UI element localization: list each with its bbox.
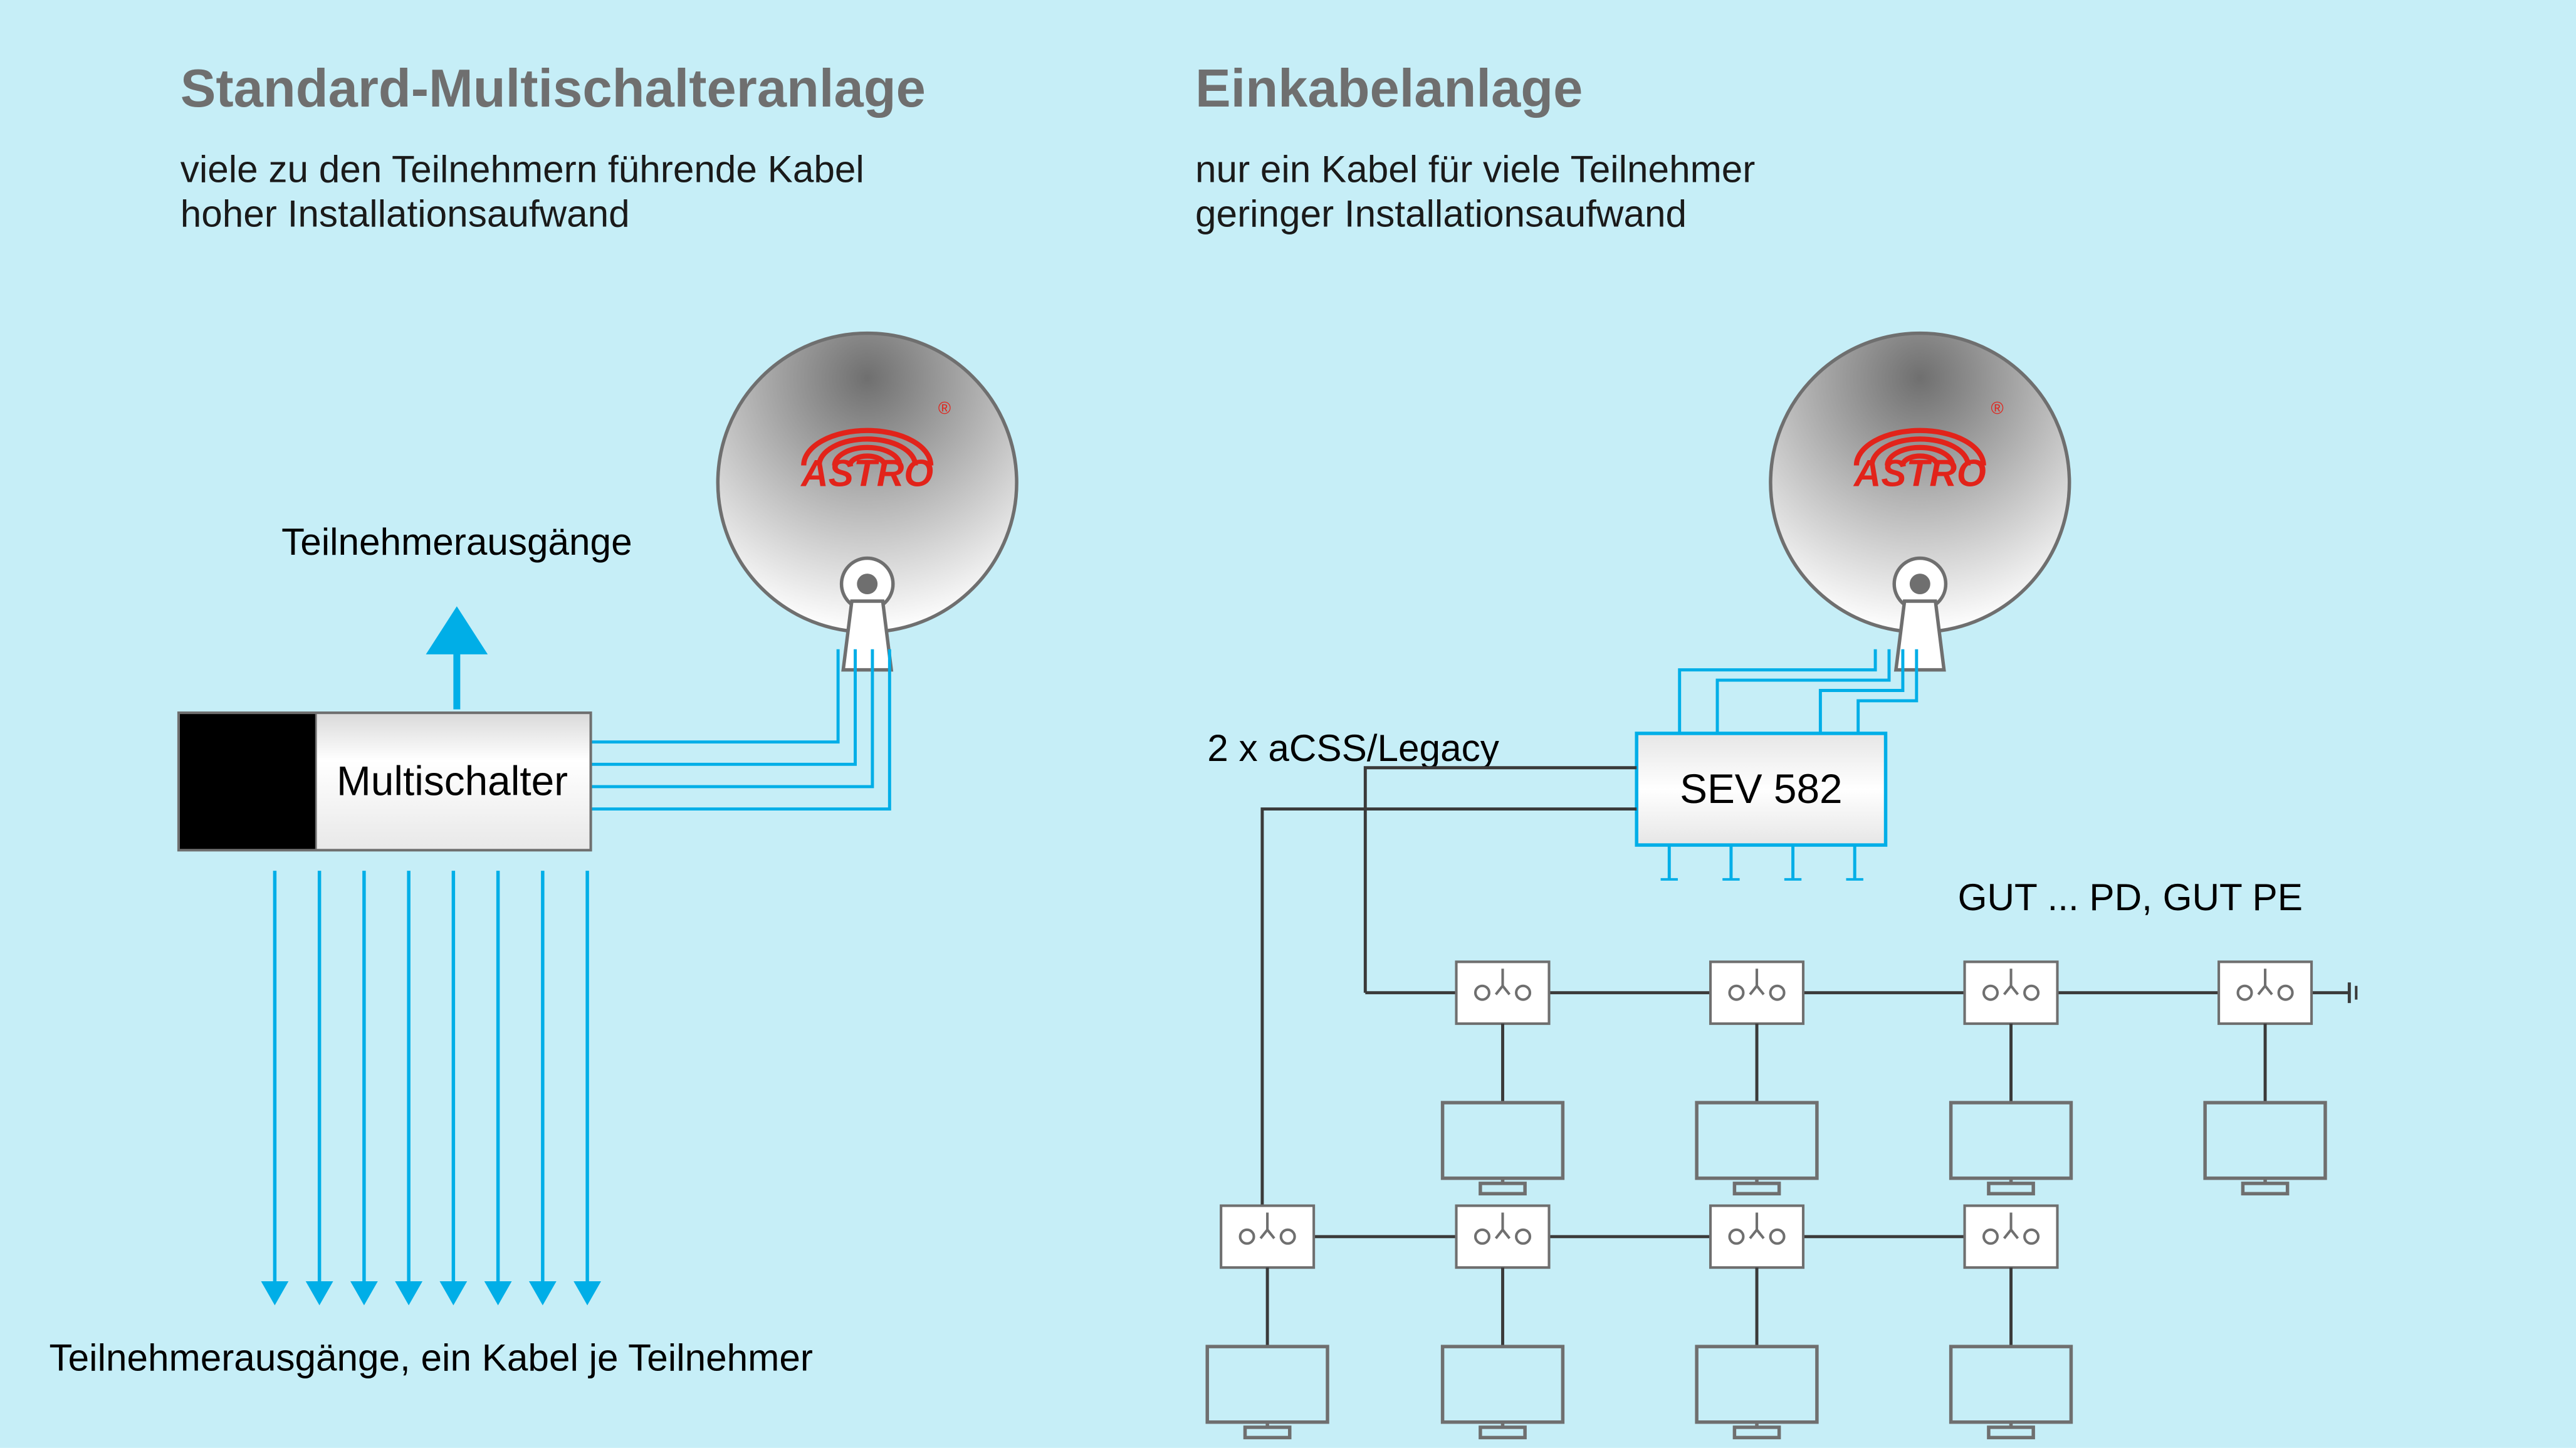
sev-label: SEV 582	[1680, 765, 1843, 812]
tap-box	[2219, 962, 2312, 1024]
registered-mark: ®	[938, 398, 951, 417]
tap-box	[1710, 1205, 1803, 1267]
registered-mark: ®	[1991, 398, 2004, 417]
right-subtitle-1: nur ein Kabel für viele Teilnehmer	[1195, 147, 1755, 190]
acss-label: 2 x aCSS/Legacy	[1207, 727, 1500, 769]
tap-box	[1710, 962, 1803, 1024]
right-title: Einkabelanlage	[1195, 58, 1583, 118]
left-bottom-label: Teilnehmerausgänge, ein Kabel je Teilneh…	[50, 1336, 813, 1379]
tap-box	[1965, 962, 2058, 1024]
tap-box	[1221, 1205, 1314, 1267]
right-subtitle-2: geringer Installationsaufwand	[1195, 192, 1687, 235]
tap-box	[1457, 962, 1549, 1024]
left-subtitle-1: viele zu den Teilnehmern führende Kabel	[181, 147, 864, 190]
sev-box: SEV 582	[1636, 733, 1885, 845]
astro-logo-text: ASTRO	[1853, 451, 1986, 494]
left-subtitle-2: hoher Installationsaufwand	[181, 192, 630, 235]
diagram-canvas: Standard-Multischalteranlage viele zu den…	[0, 0, 2576, 1448]
tap-box	[1965, 1205, 2058, 1267]
gut-label: GUT ... PD, GUT PE	[1958, 876, 2303, 918]
left-title: Standard-Multischalteranlage	[181, 58, 926, 118]
outputs-label: Teilnehmerausgänge	[281, 520, 632, 563]
multiswitch-box: Multischalter	[179, 713, 591, 850]
multiswitch-label: Multischalter	[337, 758, 568, 804]
astro-logo-text: ASTRO	[800, 451, 933, 494]
tap-box	[1457, 1205, 1549, 1267]
